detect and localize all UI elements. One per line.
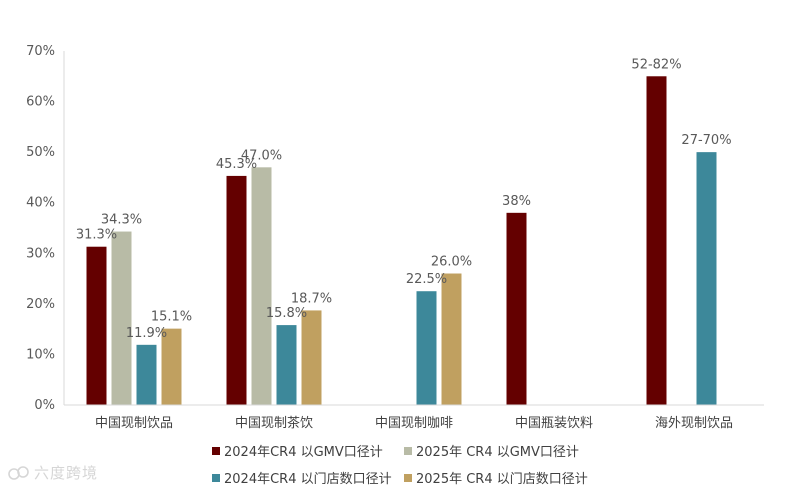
- watermark: 六度跨境: [8, 462, 98, 483]
- legend-item-2024-gmv: 2024年CR4 以GMV口径计: [212, 441, 404, 460]
- bar: [276, 325, 297, 405]
- bar: [646, 76, 667, 406]
- y-axis: 0% 10% 20% 30% 40% 50% 60% 70%: [26, 44, 65, 413]
- data-label: 45.3%: [216, 157, 257, 172]
- legend-swatch: [212, 473, 220, 482]
- x-category-label: 中国现制饮品: [95, 416, 173, 431]
- y-tick-label: 0%: [34, 398, 55, 413]
- y-tick-label: 20%: [26, 297, 55, 312]
- legend-label: 2025年 CR4 以GMV口径计: [416, 445, 579, 460]
- bar-chart: 0%10%20%30%40%50%60%70% 31.3%34.3%11.9%1…: [26, 44, 764, 431]
- data-label: 11.9%: [126, 326, 167, 341]
- legend-item-2025-stores: 2025年 CR4 以门店数口径计: [404, 468, 612, 487]
- x-axis: 中国现制饮品 中国现制茶饮 中国现制咖啡 中国瓶装饮料 海外现制饮品: [64, 404, 764, 431]
- bar: [696, 152, 717, 405]
- bar: [136, 344, 157, 405]
- data-label: 27-70%: [681, 133, 731, 148]
- x-category-label: 海外现制饮品: [655, 416, 733, 431]
- data-label: 15.1%: [151, 310, 192, 325]
- data-label: 34.3%: [101, 213, 142, 228]
- bar: [86, 246, 107, 405]
- data-label: 26.0%: [431, 255, 472, 270]
- y-tick-label: 60%: [26, 95, 55, 110]
- y-tick-label: 30%: [26, 246, 55, 261]
- legend-item-2024-stores: 2024年CR4 以门店数口径计: [212, 468, 404, 487]
- bar: [441, 273, 462, 405]
- watermark-text: 六度跨境: [34, 464, 99, 482]
- legend-label: 2024年CR4 以GMV口径计: [224, 445, 383, 460]
- bar: [506, 212, 527, 405]
- legend-item-2025-gmv: 2025年 CR4 以GMV口径计: [404, 441, 612, 460]
- bar: [111, 231, 132, 405]
- data-label: 15.8%: [266, 306, 307, 321]
- data-label: 52-82%: [631, 57, 681, 72]
- bar: [161, 328, 182, 405]
- y-tick-label: 10%: [26, 347, 55, 362]
- y-tick-label: 40%: [26, 196, 55, 211]
- bar: [416, 291, 437, 405]
- legend-label: 2024年CR4 以门店数口径计: [224, 472, 392, 487]
- watermark-logo-icon: [8, 465, 29, 480]
- legend-swatch: [404, 446, 412, 455]
- x-category-label: 中国瓶装饮料: [515, 416, 593, 431]
- data-labels: 31.3%34.3% 11.9%15.1% 45.3%47.0% 15.8%18.7%…: [76, 57, 732, 341]
- data-label: 38%: [502, 194, 531, 209]
- data-label: 22.5%: [406, 272, 447, 287]
- y-tick-label: 50%: [26, 145, 55, 160]
- bar: [226, 175, 247, 405]
- data-label: 31.3%: [76, 228, 117, 243]
- bar: [301, 310, 322, 405]
- y-tick-label: 70%: [26, 44, 55, 59]
- legend-label: 2025年 CR4 以门店数口径计: [416, 472, 588, 487]
- bar: [251, 167, 272, 405]
- legend-swatch: [404, 473, 412, 482]
- legend-swatch: [212, 446, 220, 455]
- data-label: 47.0%: [241, 148, 282, 163]
- data-label: 18.7%: [291, 291, 332, 306]
- legend: 2024年CR4 以GMV口径计 2025年 CR4 以GMV口径计 2024年…: [212, 441, 612, 487]
- x-category-label: 中国现制咖啡: [375, 416, 453, 431]
- x-category-label: 中国现制茶饮: [235, 415, 313, 431]
- bars: [86, 76, 717, 406]
